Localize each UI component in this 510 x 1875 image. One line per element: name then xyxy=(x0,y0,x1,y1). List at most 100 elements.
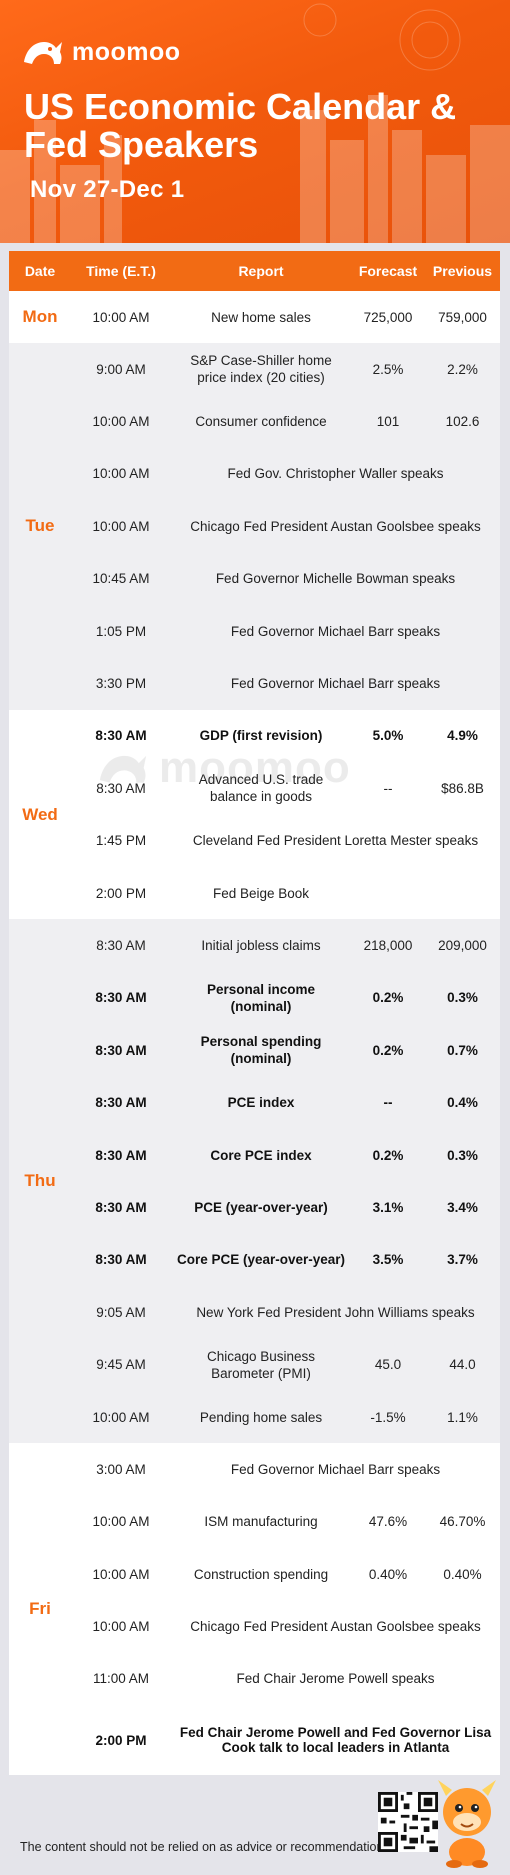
report-cell: Advanced U.S. trade balance in goods xyxy=(198,772,324,805)
report-cell: Construction spending xyxy=(193,1566,329,1582)
table-row: 8:30 AM PCE index -- 0.4% xyxy=(71,1076,500,1128)
time-cell: 10:00 AM xyxy=(92,414,150,430)
time-cell: 1:05 PM xyxy=(95,623,147,639)
table-row: 10:00 AM Chicago Fed President Austan Goo… xyxy=(71,500,500,552)
forecast-cell: 3.5% xyxy=(372,1252,404,1268)
header-banner: moomoo US Economic Calendar & Fed Speake… xyxy=(0,0,510,243)
report-cell: Core PCE index xyxy=(210,1147,312,1163)
previous-cell: 0.3% xyxy=(447,990,478,1006)
report-cell: Fed Gov. Christopher Waller speaks xyxy=(227,466,444,482)
day-label: Wed xyxy=(22,804,58,824)
table-row: 9:00 AM S&P Case-Shiller home price index… xyxy=(71,343,500,395)
forecast-cell: 725,000 xyxy=(363,309,413,325)
time-cell: 10:00 AM xyxy=(92,1514,150,1530)
forecast-cell: 45.0 xyxy=(374,1357,402,1373)
previous-cell: 759,000 xyxy=(438,309,487,325)
date-range: Nov 27-Dec 1 xyxy=(30,176,185,203)
forecast-cell: 5.0% xyxy=(372,728,404,744)
report-cell: Initial jobless claims xyxy=(201,937,321,953)
table-row: 10:00 AM ISM manufacturing 47.6% 46.70% xyxy=(71,1496,500,1548)
table-row: 10:00 AM New home sales 725,000 759,000 xyxy=(71,291,500,343)
table-body: Mon 10:00 AM New home sales 725,000 759,000 T… xyxy=(9,291,500,1776)
time-cell: 2:00 PM xyxy=(95,1732,147,1748)
day-group-wed: Wed 8:30 AM GDP (first revision) 5.0% 4.9% 8:… xyxy=(9,709,500,920)
report-cell: Chicago Fed President Austan Goolsbee sp… xyxy=(190,1619,481,1635)
table-row: 8:30 AM Core PCE index 0.2% 0.3% xyxy=(71,1129,500,1181)
previous-cell: 44.0 xyxy=(449,1357,476,1373)
time-cell: 10:00 AM xyxy=(92,518,150,534)
table-row: 8:30 AM Personal income (nominal) 0.2% 0.3% xyxy=(71,972,500,1024)
column-header-report: Report xyxy=(238,263,284,279)
forecast-cell: 0.2% xyxy=(372,990,404,1006)
previous-cell: 0.4% xyxy=(447,1095,478,1111)
report-cell: Fed Governor Michelle Bowman speaks xyxy=(215,571,456,587)
table-header: Date Time (E.T.) Report Forecast Previou… xyxy=(9,251,500,291)
footer: The content should not be relied on as a… xyxy=(0,1780,510,1875)
forecast-cell: 0.40% xyxy=(368,1566,408,1582)
table-row: 10:00 AM Fed Gov. Christopher Waller spea… xyxy=(71,448,500,500)
previous-cell: $86.8B xyxy=(441,780,484,796)
report-cell: Personal income (nominal) xyxy=(206,981,316,1014)
day-label: Tue xyxy=(25,516,55,536)
previous-cell: 3.7% xyxy=(447,1252,478,1268)
forecast-cell: -- xyxy=(383,780,393,796)
report-cell: New home sales xyxy=(211,309,311,325)
table-row: 10:00 AM Construction spending 0.40% 0.40% xyxy=(71,1548,500,1600)
time-cell: 8:30 AM xyxy=(95,728,147,744)
qr-code-icon xyxy=(378,1792,438,1852)
table-row: 10:45 AM Fed Governor Michelle Bowman spe… xyxy=(71,553,500,605)
forecast-cell: 3.1% xyxy=(372,1199,404,1215)
table-row: 1:05 PM Fed Governor Michael Barr speaks xyxy=(71,605,500,657)
day-label: Mon xyxy=(22,307,58,326)
previous-cell: 0.3% xyxy=(447,1147,478,1163)
time-cell: 10:00 AM xyxy=(92,466,150,482)
time-cell: 3:30 PM xyxy=(95,676,147,692)
time-cell: 2:00 PM xyxy=(95,885,147,901)
city-skyline-background xyxy=(0,3,510,243)
table-row: 8:30 AM PCE (year-over-year) 3.1% 3.4% xyxy=(71,1181,500,1233)
time-cell: 8:30 AM xyxy=(95,1095,147,1111)
report-cell: Fed Governor Michael Barr speaks xyxy=(230,1461,441,1477)
previous-cell: 102.6 xyxy=(445,414,480,430)
time-cell: 8:30 AM xyxy=(95,1147,147,1163)
time-cell: 9:00 AM xyxy=(96,361,146,377)
table-row: 9:45 AM Chicago Business Barometer (PMI) 4… xyxy=(71,1338,500,1390)
time-cell: 9:05 AM xyxy=(96,1304,146,1320)
day-label: Fri xyxy=(29,1599,51,1619)
bull-mascot-icon xyxy=(438,1780,496,1868)
report-cell: Fed Beige Book xyxy=(212,885,310,901)
moomoo-bull-icon xyxy=(24,42,62,64)
time-cell: 9:45 AM xyxy=(96,1357,146,1373)
previous-cell: 4.9% xyxy=(447,728,478,744)
report-cell: PCE (year-over-year) xyxy=(194,1199,328,1215)
day-group-fri: Fri 3:00 AM Fed Governor Michael Barr spea… xyxy=(9,1443,500,1776)
time-cell: 3:00 AM xyxy=(96,1461,146,1477)
time-cell: 8:30 AM xyxy=(95,1199,147,1215)
report-cell: PCE index xyxy=(227,1095,295,1111)
moomoo-logo: moomoo xyxy=(20,34,181,70)
table-row: 11:00 AM Fed Chair Jerome Powell speaks xyxy=(71,1653,500,1705)
time-cell: 8:30 AM xyxy=(96,780,146,796)
disclaimer-text: The content should not be relied on as a… xyxy=(20,1840,387,1854)
report-cell: Personal spending (nominal) xyxy=(200,1034,322,1067)
column-header-forecast: Forecast xyxy=(358,263,418,279)
report-cell: Fed Chair Jerome Powell and Fed Governor… xyxy=(179,1725,492,1756)
watermark-text: moomoo xyxy=(159,743,351,792)
previous-cell: 1.1% xyxy=(447,1409,478,1425)
day-group-mon: Mon 10:00 AM New home sales 725,000 759,000 xyxy=(9,291,500,343)
day-group-tue: Tue 9:00 AM S&P Case-Shiller home price in… xyxy=(9,343,500,710)
time-cell: 10:00 AM xyxy=(92,1409,150,1425)
forecast-cell: 2.5% xyxy=(372,361,404,377)
table-row: 8:30 AM Core PCE (year-over-year) 3.5% 3.7% xyxy=(71,1234,500,1286)
report-cell: GDP (first revision) xyxy=(199,728,323,744)
time-cell: 10:45 AM xyxy=(92,571,150,587)
table-row: 3:30 PM Fed Governor Michael Barr speaks xyxy=(71,657,500,709)
report-cell: Fed Chair Jerome Powell speaks xyxy=(236,1671,435,1687)
table-row: 2:00 PM Fed Chair Jerome Powell and Fed G… xyxy=(71,1705,500,1775)
report-cell: Chicago Fed President Austan Goolsbee sp… xyxy=(190,518,481,534)
time-cell: 11:00 AM xyxy=(92,1671,150,1687)
report-cell: New York Fed President John Williams spe… xyxy=(196,1304,475,1320)
report-cell: Fed Governor Michael Barr speaks xyxy=(230,623,441,639)
watermark-bull-icon xyxy=(99,755,147,783)
time-cell: 8:30 AM xyxy=(96,937,146,953)
